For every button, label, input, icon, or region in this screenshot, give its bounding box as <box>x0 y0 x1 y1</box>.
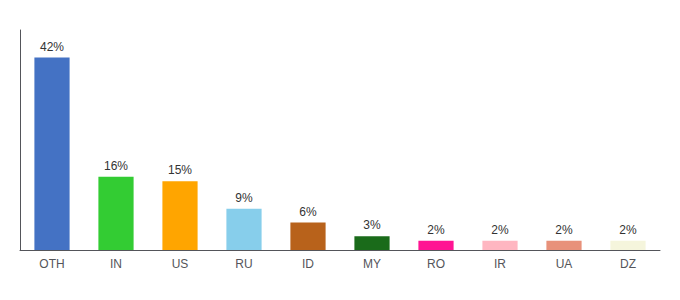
svg-text:OTH: OTH <box>39 257 64 271</box>
svg-text:2%: 2% <box>427 223 445 237</box>
svg-text:ID: ID <box>302 257 314 271</box>
svg-text:RO: RO <box>427 257 445 271</box>
svg-text:2%: 2% <box>555 223 573 237</box>
svg-text:2%: 2% <box>491 223 509 237</box>
svg-text:DZ: DZ <box>620 257 636 271</box>
svg-text:UA: UA <box>556 257 573 271</box>
svg-text:3%: 3% <box>363 218 381 232</box>
svg-text:US: US <box>172 257 189 271</box>
svg-text:16%: 16% <box>104 159 128 173</box>
svg-text:9%: 9% <box>235 191 253 205</box>
svg-text:2%: 2% <box>619 223 637 237</box>
svg-text:RU: RU <box>235 257 252 271</box>
svg-text:15%: 15% <box>168 163 192 177</box>
svg-text:IR: IR <box>494 257 506 271</box>
svg-text:42%: 42% <box>40 40 64 54</box>
svg-text:MY: MY <box>363 257 381 271</box>
svg-text:IN: IN <box>110 257 122 271</box>
svg-text:6%: 6% <box>299 205 317 219</box>
